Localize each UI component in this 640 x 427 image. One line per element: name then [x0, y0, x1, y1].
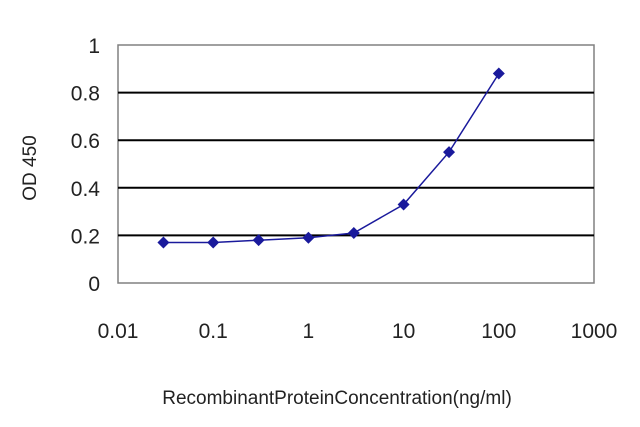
y-axis-title: OD 450 [20, 135, 41, 200]
y-tick-label: 0.4 [71, 178, 101, 201]
series-polyline [163, 73, 500, 244]
data-point-marker [157, 236, 170, 249]
plot-area [117, 44, 595, 284]
x-tick-label: 0.01 [98, 320, 139, 343]
y-tick-label: 0.2 [71, 225, 100, 248]
data-point-marker [207, 236, 220, 249]
data-points [157, 67, 505, 249]
x-tick-label: 10 [392, 320, 415, 343]
data-point-marker [347, 227, 360, 240]
data-point-marker [397, 198, 410, 211]
data-point-marker [302, 231, 315, 244]
x-tick-labels: 0.01 0.1 1 10 100 1000 [98, 320, 618, 343]
y-tick-label: 0.6 [71, 130, 100, 153]
y-tick-label: 1 [88, 35, 100, 58]
x-tick-label: 1000 [571, 320, 618, 343]
data-point-marker [443, 146, 456, 159]
series-line [163, 73, 500, 244]
x-tick-label: 100 [481, 320, 516, 343]
x-tick-label: 0.1 [199, 320, 228, 343]
x-axis-title: RecombinantProteinConcentration(ng/ml) [162, 388, 512, 409]
data-point-marker [252, 234, 265, 247]
y-tick-label: 0.8 [71, 83, 100, 106]
y-tick-labels: 0 0.2 0.4 0.6 0.8 1 [71, 35, 101, 296]
y-tick-label: 0 [88, 273, 100, 296]
data-point-marker [492, 67, 505, 80]
x-tick-label: 1 [303, 320, 315, 343]
